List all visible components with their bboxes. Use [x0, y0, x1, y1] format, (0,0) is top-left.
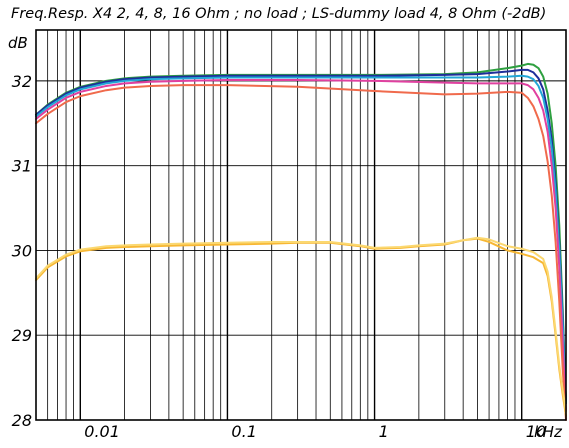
series-line-3: [35, 74, 567, 405]
y-tick-label: 28: [12, 411, 32, 430]
x-tick-label: 0.1: [231, 422, 256, 441]
y-tick-label: 29: [12, 326, 32, 345]
grid: [35, 30, 567, 421]
y-tick-label: 30: [12, 241, 32, 260]
series-line-2: [35, 68, 567, 405]
x-axis-unit-label: kHz: [534, 423, 563, 441]
y-tick-label: 31: [12, 157, 32, 176]
plot-frame: [35, 29, 567, 421]
series-line-7: [35, 236, 567, 413]
series-lines: [35, 62, 567, 421]
series-line-4: [35, 79, 567, 413]
x-tick-label: 0.01: [84, 422, 120, 441]
y-axis-unit-label: dB: [8, 34, 28, 52]
axis-labels: 28 29 30 31 32 0.01 0.1 1 10: [12, 72, 546, 441]
x-tick-label: 1: [379, 422, 389, 441]
y-tick-label: 32: [12, 72, 32, 91]
chart-title: Freq.Resp. X4 2, 4, 8, 16 Ohm ; no load …: [11, 6, 546, 22]
series-line-5: [35, 84, 567, 421]
x-tick-label: 10: [526, 422, 546, 441]
